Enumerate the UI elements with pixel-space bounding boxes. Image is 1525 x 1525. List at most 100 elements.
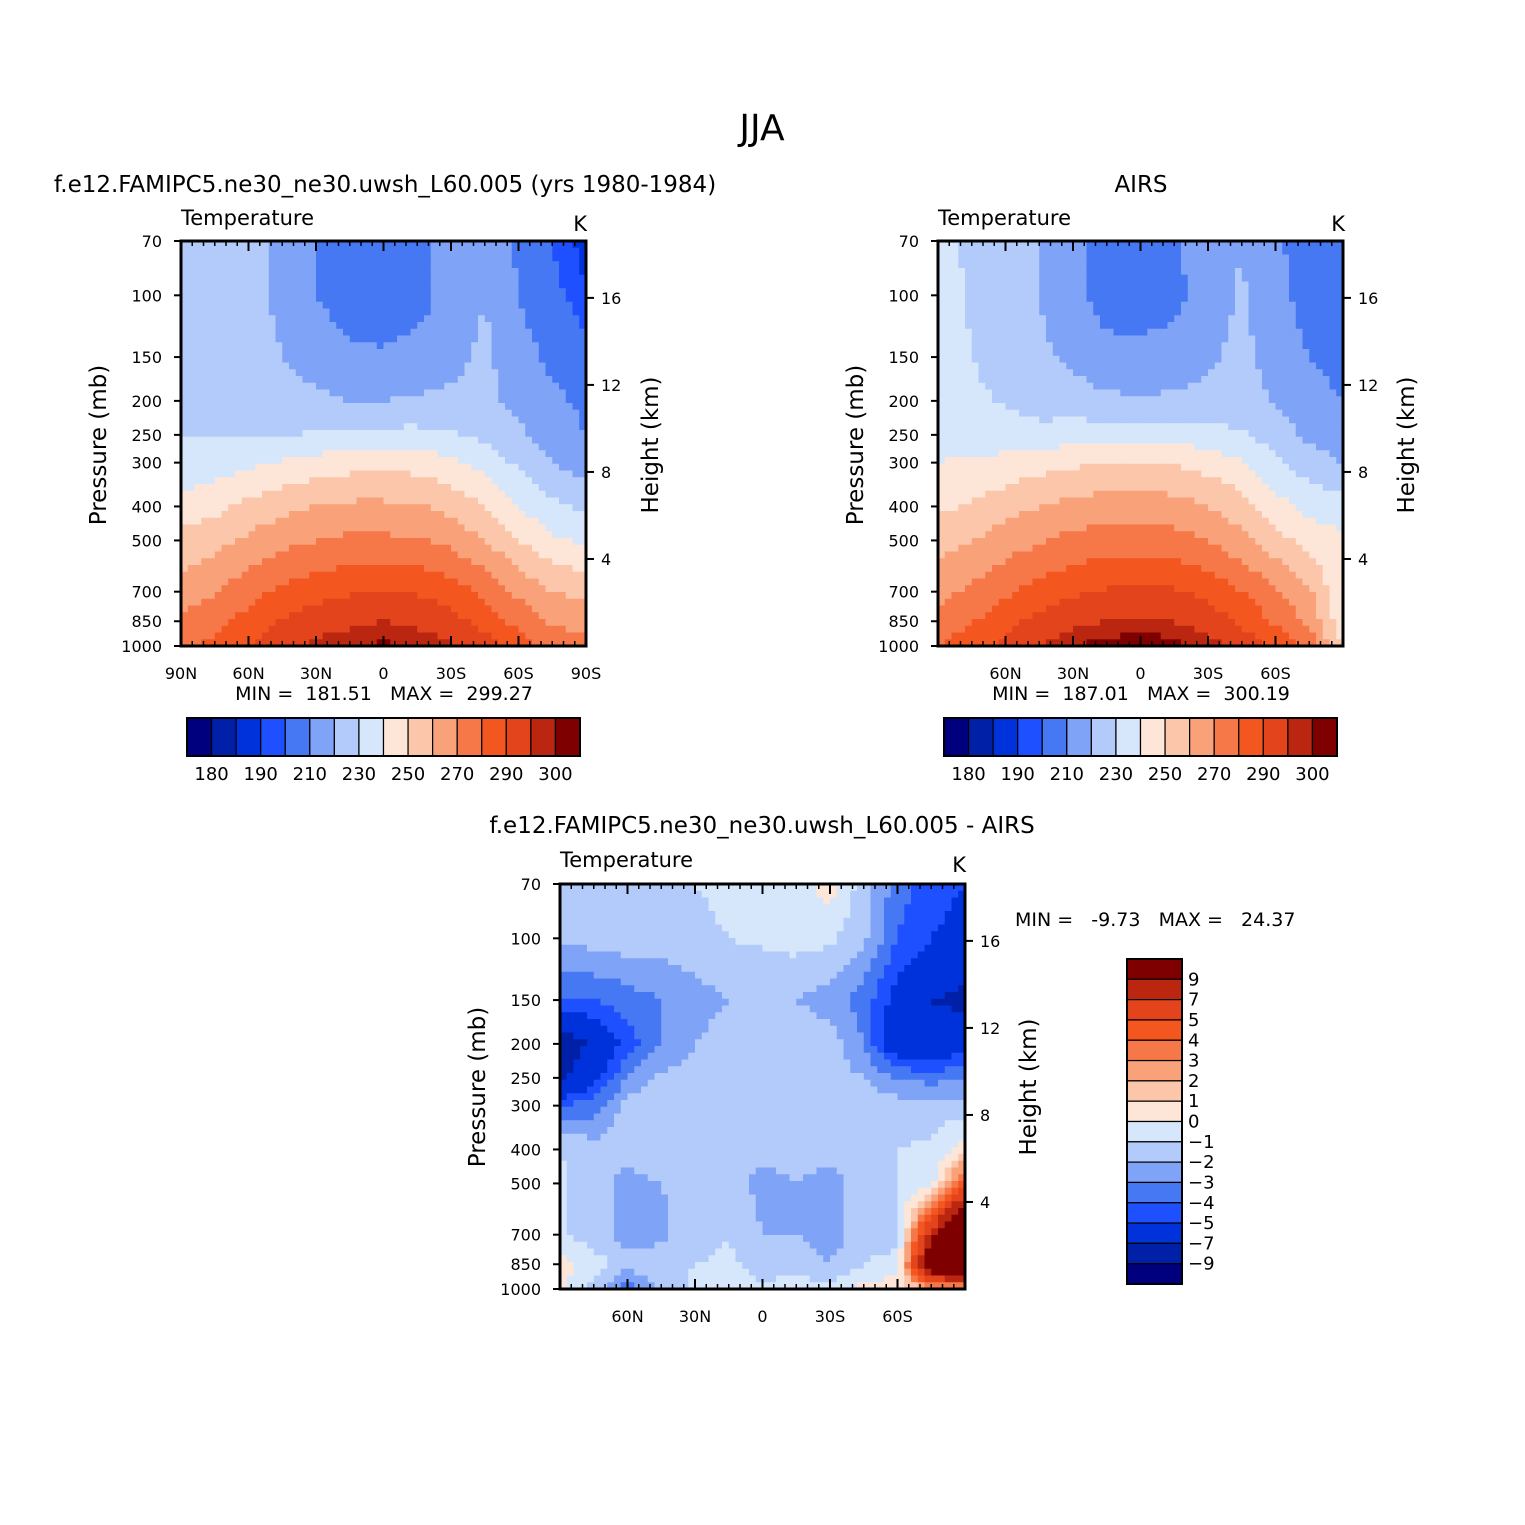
contour-cell [579, 382, 587, 391]
contour-cell [376, 349, 385, 357]
contour-cell [1039, 301, 1047, 310]
contour-cell [518, 605, 526, 613]
contour-cell [363, 315, 371, 323]
contour-cell [491, 362, 499, 370]
contour-cell [201, 322, 209, 330]
contour-cell [1140, 349, 1148, 357]
contour-cell [1289, 342, 1297, 350]
contour-cell [322, 409, 331, 418]
contour-cell [1309, 274, 1317, 283]
contour-cell [1295, 295, 1304, 303]
contour-cell [316, 457, 324, 465]
contour-cell [235, 288, 243, 296]
contour-cell [322, 322, 331, 330]
contour-cell [1316, 254, 1324, 262]
contour-cell [390, 463, 398, 472]
contour-cell [478, 416, 486, 424]
contour-cell [417, 436, 425, 445]
contour-cell [214, 612, 223, 620]
contour-cell [208, 558, 216, 566]
contour-cell [289, 369, 297, 377]
contour-cell [1282, 376, 1290, 384]
contour-cell [938, 281, 946, 289]
contour-cell [1012, 349, 1020, 357]
contour-cell [938, 308, 946, 316]
contour-cell [1046, 349, 1054, 357]
contour-cell [403, 477, 412, 485]
contour-cell [329, 281, 337, 289]
contour-cell [1187, 349, 1196, 357]
contour-cell [376, 389, 385, 397]
contour-cell [383, 639, 391, 647]
contour-cell [498, 382, 506, 391]
contour-cell [457, 423, 466, 431]
contour-cell [1262, 261, 1270, 269]
contour-cell [444, 288, 452, 296]
contour-cell [262, 268, 270, 276]
contour-cell [214, 497, 223, 505]
contour-cell [194, 430, 202, 438]
contour-cell [309, 409, 317, 418]
contour-cell [1154, 274, 1162, 283]
contour-cell [410, 362, 418, 370]
contour-cell [1255, 241, 1263, 249]
contour-cell [282, 544, 290, 553]
contour-cell [376, 592, 385, 600]
contour-cell [275, 288, 283, 296]
contour-cell [343, 261, 351, 269]
contour-cell [1005, 362, 1013, 370]
contour-cell [248, 362, 256, 370]
contour-cell [424, 585, 432, 593]
contour-cell [471, 531, 479, 539]
contour-cell [1201, 281, 1209, 289]
contour-cell [370, 396, 378, 404]
contour-cell [370, 443, 378, 451]
contour-cell [248, 369, 256, 377]
contour-cell [430, 335, 439, 343]
contour-cell [965, 295, 973, 303]
contour-cell [376, 362, 385, 370]
contour-cell [1295, 301, 1304, 310]
contour-cell [1093, 342, 1101, 350]
contour-cell [1316, 328, 1324, 337]
contour-cell [958, 376, 966, 384]
contour-cell [1322, 241, 1331, 249]
contour-cell [403, 349, 412, 357]
contour-cell [214, 241, 223, 249]
contour-cell [484, 605, 493, 613]
contour-cell [1329, 247, 1337, 256]
contour-cell [579, 416, 587, 424]
contour-cell [1228, 362, 1236, 370]
contour-cell [309, 598, 317, 607]
contour-cell [370, 450, 378, 458]
contour-cell [1187, 335, 1196, 343]
contour-cell [181, 531, 189, 539]
contour-cell [356, 335, 364, 343]
contour-cell [214, 632, 223, 640]
contour-cell [478, 619, 486, 627]
contour-cell [1194, 254, 1202, 262]
contour-cell [1154, 315, 1162, 323]
contour-cell [505, 612, 513, 620]
contour-cell [1336, 268, 1344, 276]
contour-cell [403, 470, 412, 478]
contour-cell [194, 578, 202, 586]
contour-cell [478, 389, 486, 397]
contour-cell [221, 484, 229, 492]
contour-cell [484, 639, 493, 647]
contour-cell [403, 605, 412, 613]
contour-cell [1241, 241, 1250, 249]
contour-cell [309, 403, 317, 411]
contour-cell [349, 436, 358, 445]
contour-cell [971, 342, 980, 350]
contour-cell [356, 416, 364, 424]
contour-cell [248, 274, 256, 283]
contour-cell [1208, 261, 1216, 269]
contour-cell [255, 342, 263, 350]
contour-cell [992, 362, 1000, 370]
contour-cell [248, 450, 256, 458]
contour-cell [1127, 241, 1135, 249]
contour-cell [1100, 376, 1108, 384]
contour-cell [491, 497, 499, 505]
contour-cell [532, 497, 540, 505]
